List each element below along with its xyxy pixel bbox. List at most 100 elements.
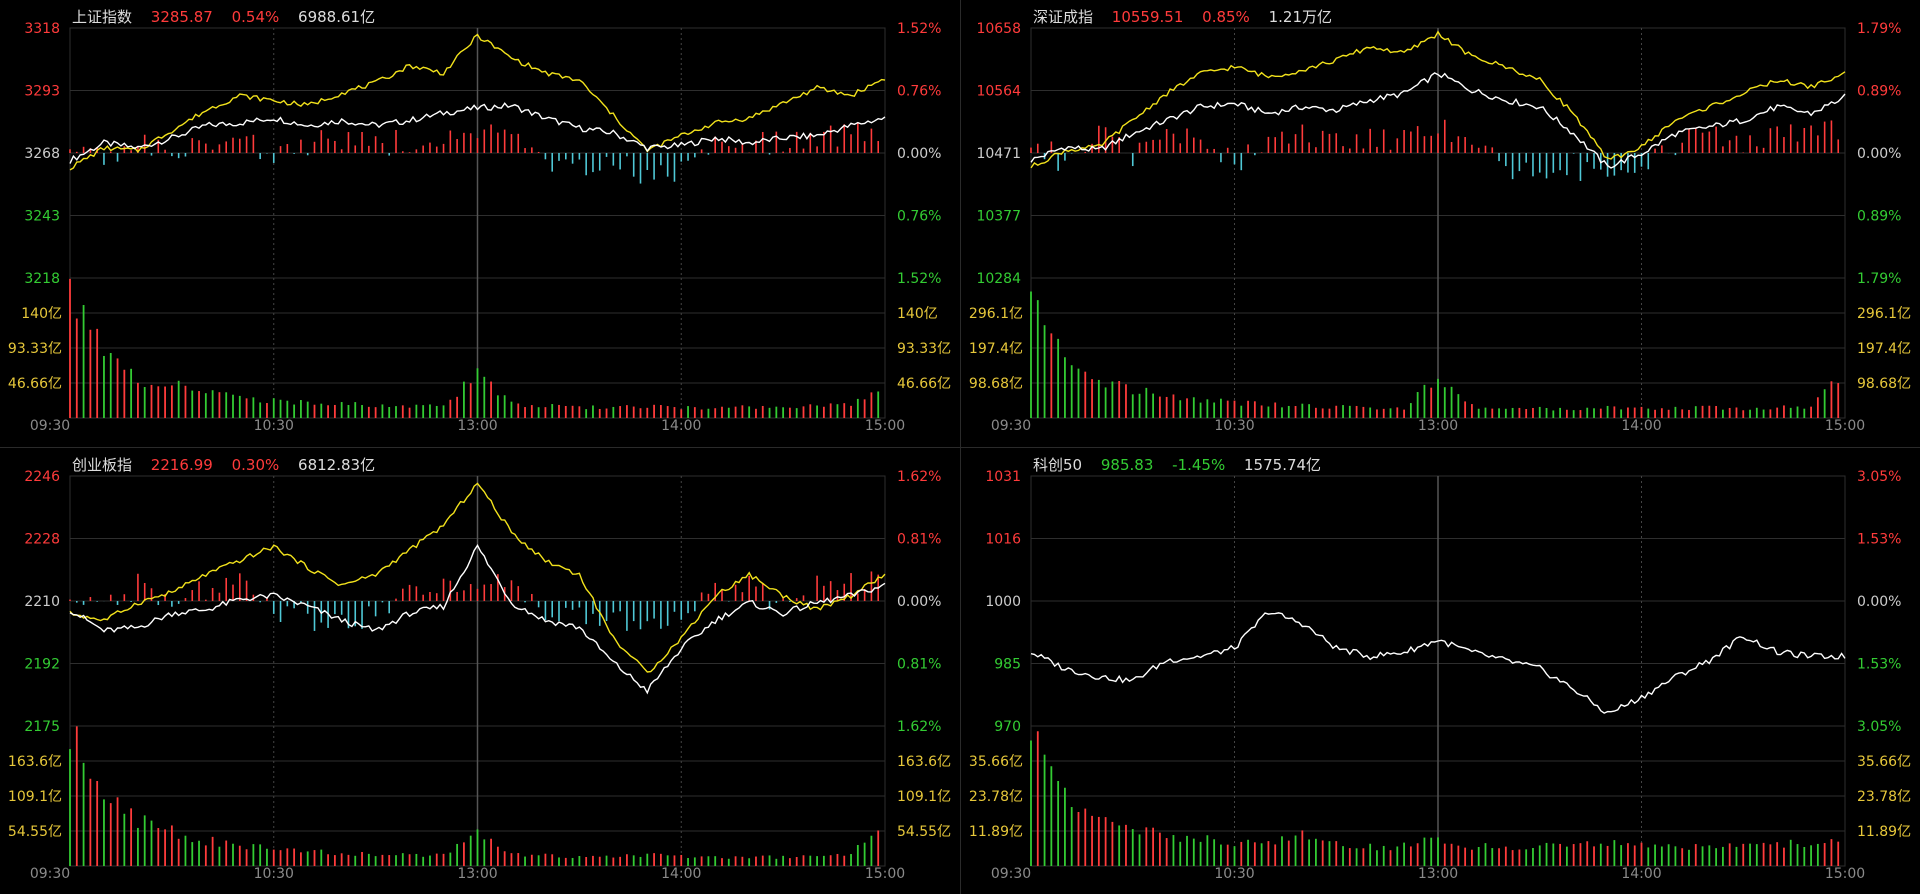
time-tick-label: 09:30	[991, 866, 1031, 882]
volume-tick-label: 11.89亿	[969, 824, 1023, 840]
index-amount: 6812.83亿	[298, 456, 376, 474]
index-name: 上证指数	[72, 8, 133, 26]
price-tick-label: 3293	[24, 84, 60, 100]
volume-tick-label: 54.55亿	[8, 824, 62, 840]
index-pct: 0.54%	[231, 8, 280, 26]
index-last: 3285.87	[150, 8, 213, 26]
volume-tick-label: 140亿	[21, 306, 62, 322]
index-last: 10559.51	[1111, 8, 1184, 26]
price-tick-label: 1031	[985, 469, 1021, 485]
volume-tick-label: 197.4亿	[969, 341, 1023, 357]
time-tick-label: 10:30	[254, 418, 294, 434]
price-tick-label: 985	[994, 657, 1021, 673]
volume-tick-label: 296.1亿	[1857, 306, 1911, 322]
volume-tick-label: 98.68亿	[1857, 376, 1911, 392]
price-line	[1030, 72, 1846, 169]
time-tick-label: 09:30	[991, 418, 1031, 434]
time-tick-label: 15:00	[1825, 866, 1865, 882]
avg-price-line	[1030, 30, 1846, 169]
volume-tick-label: 93.33亿	[897, 341, 951, 357]
time-tick-label: 09:30	[30, 418, 70, 434]
price-line	[69, 102, 886, 164]
volume-tick-label: 23.78亿	[1857, 789, 1911, 805]
volume-tick-label: 109.1亿	[8, 789, 62, 805]
index-name: 创业板指	[72, 456, 133, 474]
price-tick-label: 10377	[976, 209, 1021, 225]
price-tick-label: 10471	[976, 146, 1021, 162]
pct-tick-label: 0.89%	[1857, 209, 1901, 225]
volume-tick-label: 197.4亿	[1857, 341, 1911, 357]
pct-tick-label: 0.89%	[1857, 84, 1901, 100]
time-tick-label: 15:00	[865, 418, 905, 434]
pct-tick-label: 1.52%	[897, 21, 941, 37]
price-tick-label: 2246	[24, 469, 60, 485]
volume-tick-label: 140亿	[897, 306, 938, 322]
price-tick-label: 10284	[976, 271, 1021, 287]
index-amount: 1.21万亿	[1268, 8, 1332, 26]
price-tick-label: 2210	[24, 594, 60, 610]
index-name: 科创50	[1033, 456, 1083, 474]
time-tick-label: 13:00	[457, 866, 497, 882]
chart-header: 科创50 985.83 -1.45% 1575.74亿	[1033, 454, 1335, 475]
chart-panel-chinext[interactable]: 创业板指 2216.99 0.30% 6812.83亿 2246 2228 2210…	[0, 448, 960, 894]
volume-tick-label: 35.66亿	[969, 754, 1023, 770]
volume-tick-label: 35.66亿	[1857, 754, 1911, 770]
index-name: 深证成指	[1033, 8, 1094, 26]
pct-tick-label: 3.05%	[1857, 469, 1901, 485]
avg-price-line	[69, 482, 886, 673]
time-tick-label: 13:00	[1418, 418, 1458, 434]
time-tick-label: 13:00	[1418, 866, 1458, 882]
price-tick-label: 2192	[24, 657, 60, 673]
price-line	[1030, 612, 1846, 714]
pct-tick-label: 0.00%	[1857, 594, 1901, 610]
volume-tick-label: 46.66亿	[8, 376, 62, 392]
pct-tick-label: 0.00%	[1857, 146, 1901, 162]
pct-tick-label: 0.81%	[897, 532, 941, 548]
chart-header: 创业板指 2216.99 0.30% 6812.83亿	[72, 454, 389, 475]
index-pct: 0.85%	[1202, 8, 1250, 26]
pct-tick-label: 1.52%	[897, 271, 941, 287]
price-tick-label: 3318	[24, 21, 60, 37]
volume-tick-label: 296.1亿	[969, 306, 1023, 322]
price-tick-label: 10564	[976, 84, 1021, 100]
pct-tick-label: 0.00%	[897, 146, 941, 162]
pct-tick-label: 3.05%	[1857, 719, 1901, 735]
pct-tick-label: 1.53%	[1857, 532, 1901, 548]
pct-tick-label: 1.79%	[1857, 271, 1901, 287]
volume-tick-label: 11.89亿	[1857, 824, 1911, 840]
volume-tick-label: 93.33亿	[8, 341, 62, 357]
price-tick-label: 3218	[24, 271, 60, 287]
price-tick-label: 970	[994, 719, 1021, 735]
volume-tick-label: 54.55亿	[897, 824, 951, 840]
volume-tick-label: 98.68亿	[969, 376, 1023, 392]
intraday-chart: 3318 3293 3268 3243 3218 1.52% 0.76% 0.00% 0.76%…	[8, 21, 951, 434]
pct-tick-label: 1.62%	[897, 469, 941, 485]
chart-header: 上证指数 3285.87 0.54% 6988.61亿	[72, 6, 389, 27]
time-tick-label: 14:00	[1621, 418, 1661, 434]
index-pct: -1.45%	[1172, 456, 1226, 474]
index-last: 2216.99	[150, 456, 213, 474]
chart-panel-shenzhen[interactable]: 深证成指 10559.51 0.85% 1.21万亿 10658 10564 104…	[961, 0, 1920, 447]
price-tick-label: 1000	[985, 594, 1021, 610]
time-tick-label: 10:30	[254, 866, 294, 882]
time-tick-label: 13:00	[457, 418, 497, 434]
index-amount: 6988.61亿	[298, 8, 376, 26]
price-tick-label: 2175	[24, 719, 60, 735]
time-tick-label: 09:30	[30, 866, 70, 882]
chart-panel-star50[interactable]: 科创50 985.83 -1.45% 1575.74亿 1031 1016 1000…	[961, 448, 1920, 894]
pct-tick-label: 0.81%	[897, 657, 941, 673]
price-line	[69, 544, 886, 695]
index-pct: 0.30%	[231, 456, 280, 474]
time-tick-label: 10:30	[1214, 866, 1254, 882]
price-tick-label: 1016	[985, 532, 1021, 548]
avg-price-line	[69, 33, 886, 171]
index-last: 985.83	[1100, 456, 1154, 474]
pct-tick-label: 1.62%	[897, 719, 941, 735]
time-tick-label: 15:00	[1825, 418, 1865, 434]
time-tick-label: 15:00	[865, 866, 905, 882]
time-tick-label: 14:00	[661, 418, 701, 434]
time-tick-label: 14:00	[1621, 866, 1661, 882]
chart-panel-shanghai[interactable]: 上证指数 3285.87 0.54% 6988.61亿 3318 3293 3268…	[0, 0, 960, 447]
pct-tick-label: 1.53%	[1857, 657, 1901, 673]
